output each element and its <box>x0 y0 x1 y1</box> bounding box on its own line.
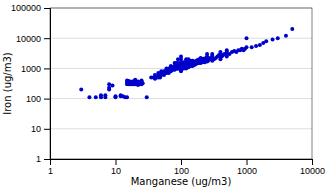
y-axis-title: Iron (ug/m3) <box>2 52 13 115</box>
point <box>276 36 280 40</box>
tick: 100000 <box>11 3 50 13</box>
tick: 1000 <box>237 159 257 176</box>
tick: 1000 <box>21 64 50 74</box>
tick-mark <box>44 38 50 39</box>
point <box>284 34 288 38</box>
tick-mark <box>44 129 50 130</box>
chart-container: 1 10 100 1000 10000 1 10 100 1000 10000 100000 Mang… <box>0 0 328 189</box>
point <box>94 95 98 99</box>
tick-label: 10000 <box>300 166 325 176</box>
point <box>271 38 275 42</box>
point <box>145 95 149 99</box>
x-axis-title: Manganese (ug/m3) <box>131 176 232 187</box>
tick-label: 100000 <box>11 3 41 13</box>
point <box>258 43 262 47</box>
tick-mark <box>44 8 50 9</box>
tick-label: 1000 <box>237 166 257 176</box>
point <box>141 81 145 85</box>
tick-label: 10000 <box>16 34 41 44</box>
tick-mark <box>44 99 50 100</box>
point <box>264 39 268 43</box>
points <box>79 27 294 99</box>
tick-mark <box>116 159 117 165</box>
tick-label: 100 <box>174 166 189 176</box>
point <box>290 27 294 31</box>
point <box>179 54 183 58</box>
point <box>218 50 222 54</box>
point <box>245 36 249 40</box>
tick: 10 <box>31 124 50 134</box>
chart: 1 10 100 1000 10000 1 10 100 1000 10000 100000 Mang… <box>0 0 328 189</box>
tick: 10000 <box>16 34 50 44</box>
point <box>254 44 258 48</box>
tick-mark <box>247 159 248 165</box>
point <box>250 45 254 49</box>
point <box>205 52 209 56</box>
axis-line <box>51 160 313 166</box>
point <box>79 88 83 92</box>
y-axis: 1 10 100 1000 10000 100000 <box>11 3 51 164</box>
grid <box>50 8 312 159</box>
grid-line <box>50 128 312 129</box>
tick-mark <box>312 159 313 165</box>
x-axis: 1 10 100 1000 10000 <box>48 159 325 176</box>
point <box>111 84 115 88</box>
point <box>99 93 103 97</box>
plot: 1 10 100 1000 10000 1 10 100 1000 10000 100000 <box>11 3 325 176</box>
tick-label: 1 <box>48 166 53 176</box>
tick-mark <box>44 68 50 69</box>
tick-label: 1000 <box>21 64 41 74</box>
tick: 1 <box>36 154 50 164</box>
tick: 100 <box>26 94 50 104</box>
tick-label: 10 <box>31 124 41 134</box>
point <box>225 48 229 52</box>
point <box>103 93 107 97</box>
point <box>210 52 214 56</box>
tick: 1 <box>48 159 53 176</box>
point <box>114 94 118 98</box>
tick: 10000 <box>300 159 325 176</box>
tick-label: 10 <box>111 166 121 176</box>
axis-line <box>44 9 51 160</box>
tick-label: 1 <box>36 154 41 164</box>
point <box>245 45 249 49</box>
tick-mark <box>44 159 50 160</box>
tick: 10 <box>111 159 121 176</box>
plot-frame <box>50 8 312 159</box>
point <box>87 95 91 99</box>
tick-mark <box>181 159 182 165</box>
point <box>107 86 111 90</box>
tick-label: 100 <box>26 94 41 104</box>
point <box>125 95 129 99</box>
tick: 100 <box>174 159 189 176</box>
